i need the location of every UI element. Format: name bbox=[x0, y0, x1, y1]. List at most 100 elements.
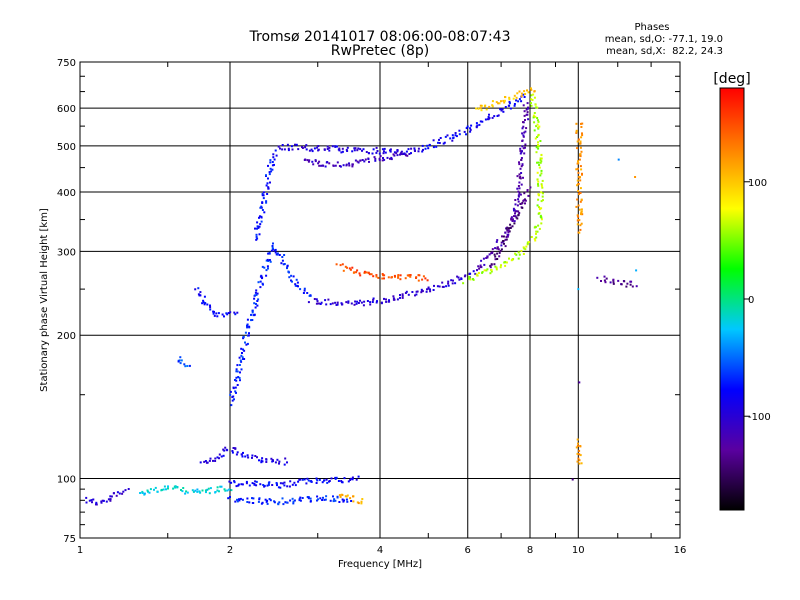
echo-point bbox=[612, 281, 615, 284]
echo-point bbox=[525, 108, 528, 111]
echo-point bbox=[533, 129, 536, 132]
echo-point bbox=[480, 259, 483, 262]
stats-o-mode: mean, sd,O: -77.1, 19.0 bbox=[605, 34, 723, 45]
echo-point bbox=[199, 291, 202, 294]
echo-point bbox=[229, 496, 231, 498]
echo-point bbox=[511, 219, 514, 222]
echo-point bbox=[268, 498, 271, 500]
echo-point bbox=[539, 140, 542, 142]
echo-point bbox=[233, 481, 236, 484]
echo-point bbox=[533, 112, 536, 114]
echo-point bbox=[262, 484, 265, 486]
echo-point bbox=[242, 337, 245, 340]
echo-point bbox=[329, 303, 332, 306]
echo-point bbox=[438, 285, 441, 288]
echo-point bbox=[480, 109, 483, 112]
echo-point bbox=[209, 487, 212, 490]
y-tick-label: 400 bbox=[57, 188, 76, 199]
echo-point bbox=[265, 458, 268, 461]
echo-point bbox=[346, 500, 349, 503]
echo-point bbox=[256, 292, 259, 295]
echo-point bbox=[254, 294, 256, 297]
echo-point bbox=[422, 275, 425, 278]
echo-point bbox=[277, 503, 280, 506]
echo-point bbox=[393, 151, 396, 154]
echo-point bbox=[242, 348, 244, 351]
echo-point bbox=[231, 450, 234, 452]
echo-point bbox=[503, 242, 505, 245]
echo-point bbox=[576, 140, 579, 143]
echo-point bbox=[242, 451, 244, 454]
echo-point bbox=[298, 499, 301, 502]
echo-point bbox=[527, 107, 529, 110]
echo-point bbox=[246, 501, 249, 503]
echo-point bbox=[520, 100, 523, 103]
echo-point bbox=[507, 229, 510, 232]
y-tick-label: 300 bbox=[57, 247, 76, 258]
echo-point bbox=[373, 156, 376, 159]
echo-point bbox=[389, 157, 391, 160]
echo-point bbox=[291, 148, 294, 151]
echo-point bbox=[263, 266, 266, 269]
echo-point bbox=[328, 149, 331, 152]
echo-point bbox=[318, 478, 321, 481]
echo-point bbox=[405, 150, 408, 153]
echo-point bbox=[244, 455, 247, 458]
echo-point bbox=[326, 161, 329, 163]
echo-point bbox=[366, 300, 369, 302]
echo-point bbox=[451, 139, 454, 142]
echo-point bbox=[404, 292, 407, 294]
echo-point bbox=[276, 253, 279, 256]
echo-point bbox=[534, 115, 537, 118]
echo-point bbox=[488, 105, 491, 108]
echo-point bbox=[518, 187, 521, 190]
echo-point bbox=[350, 500, 353, 502]
echo-point bbox=[512, 207, 515, 210]
echo-point bbox=[399, 294, 401, 296]
echo-point bbox=[450, 279, 453, 282]
echo-point bbox=[180, 359, 183, 362]
echo-point bbox=[286, 461, 288, 464]
echo-point bbox=[476, 124, 479, 127]
echo-point bbox=[90, 499, 93, 502]
echo-point bbox=[508, 102, 511, 105]
echo-point bbox=[256, 225, 259, 228]
echo-point bbox=[537, 141, 539, 144]
echo-point bbox=[513, 94, 516, 97]
echo-point bbox=[523, 152, 526, 155]
echo-point bbox=[397, 274, 400, 277]
echo-point bbox=[127, 488, 130, 490]
echo-point bbox=[306, 159, 309, 162]
echo-point bbox=[504, 96, 507, 99]
echo-point bbox=[255, 303, 257, 305]
echo-point bbox=[533, 121, 536, 124]
echo-point bbox=[265, 274, 268, 277]
echo-point bbox=[220, 455, 223, 458]
echo-point bbox=[259, 215, 261, 218]
echo-point bbox=[229, 393, 232, 396]
echo-point bbox=[408, 274, 411, 277]
echo-point bbox=[517, 213, 520, 216]
echo-point bbox=[235, 370, 238, 373]
echo-point bbox=[576, 219, 579, 222]
echo-point bbox=[393, 154, 396, 157]
echo-point bbox=[520, 202, 523, 205]
echo-point bbox=[240, 483, 243, 486]
echo-point bbox=[330, 477, 333, 480]
echo-point bbox=[115, 494, 118, 497]
echo-point bbox=[428, 143, 431, 146]
echo-point bbox=[356, 269, 359, 272]
echo-point bbox=[236, 364, 239, 367]
echo-point bbox=[438, 138, 440, 141]
echo-point bbox=[537, 161, 540, 164]
echo-point bbox=[216, 315, 219, 318]
echo-point bbox=[191, 489, 194, 492]
echo-point bbox=[427, 147, 430, 150]
echo-point bbox=[258, 498, 261, 501]
echo-point bbox=[520, 95, 523, 98]
echo-point bbox=[488, 253, 491, 256]
echo-point bbox=[617, 279, 620, 282]
echo-point bbox=[354, 300, 357, 303]
echo-point bbox=[267, 187, 270, 190]
echo-point bbox=[421, 278, 424, 281]
